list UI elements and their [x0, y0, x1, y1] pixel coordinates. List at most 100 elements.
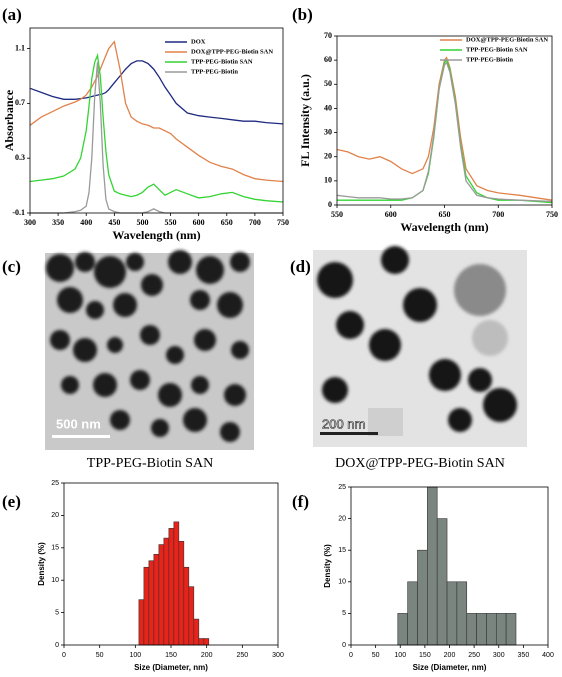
bar: [188, 586, 195, 646]
legend-label: DOX@TPP-PEG-Biotin SAN: [466, 36, 548, 43]
bar: [505, 613, 517, 646]
y-tick-label: -0.1: [12, 208, 25, 217]
x-tick-label: 150: [419, 652, 431, 659]
series-line: [29, 52, 284, 203]
x-tick-label: 500: [136, 218, 148, 227]
bar: [486, 613, 497, 646]
bar: [446, 581, 458, 646]
bar: [427, 486, 438, 646]
y-tick-label: 25: [51, 480, 59, 487]
legend-label: TPP-PEG-Biotin SAN: [466, 46, 528, 53]
y-tick-label: 50: [324, 79, 332, 88]
x-tick-label: 100: [129, 652, 141, 659]
y-axis-title: Density (%): [323, 544, 332, 588]
legend-label: TPP-PEG-Biotin: [191, 68, 238, 75]
micrograph-d: [313, 246, 527, 447]
legend-label: TPP-PEG-Biotin: [466, 56, 513, 63]
panel-label: (a): [2, 5, 22, 24]
scale-bar-label: 500 nm: [56, 416, 101, 431]
x-tick-label: 650: [221, 218, 233, 227]
y-tick-label: 15: [338, 547, 346, 554]
series-line: [30, 62, 283, 214]
x-tick-label: 300: [272, 652, 284, 659]
bar: [407, 581, 418, 646]
scale-bar-label: 200 nm: [322, 416, 365, 431]
series-line: [29, 60, 284, 125]
x-tick-label: 50: [372, 652, 380, 659]
x-tick-label: 200: [201, 652, 213, 659]
x-tick-label: 150: [165, 652, 177, 659]
bar: [173, 521, 180, 646]
bar: [138, 599, 145, 646]
x-tick-label: 300: [24, 218, 36, 227]
panel-label: (e): [2, 492, 21, 511]
bar: [168, 528, 175, 646]
series-line: [29, 40, 284, 183]
y-tick-label: 10: [51, 577, 59, 584]
x-axis-title: Wavelength (nm): [112, 228, 200, 242]
bar: [203, 638, 210, 646]
bar: [158, 544, 165, 646]
x-axis-title: Size (Diameter, nm): [413, 663, 487, 672]
legend-label: DOX: [191, 38, 206, 45]
bar: [397, 613, 408, 646]
y-tick-label: 25: [338, 484, 346, 491]
bar: [163, 537, 170, 646]
y-axis-title: Absorbance: [2, 89, 16, 151]
bar: [495, 613, 507, 646]
y-tick-label: 5: [55, 609, 59, 616]
x-tick-label: 50: [96, 652, 104, 659]
bar: [193, 618, 200, 646]
y-tick-label: 0.7: [15, 98, 25, 107]
bar: [476, 613, 487, 646]
bar: [143, 566, 150, 646]
y-tick-label: 0: [55, 642, 59, 649]
x-tick-label: 200: [444, 652, 456, 659]
y-tick-label: 20: [338, 515, 346, 522]
x-tick-label: 250: [236, 652, 248, 659]
y-axis-title: FL Intensity (a.u.): [298, 74, 312, 167]
x-tick-label: 100: [394, 652, 406, 659]
micrograph-c: [45, 250, 254, 450]
x-tick-label: 750: [277, 218, 289, 227]
series-line: [336, 61, 553, 203]
y-tick-label: 60: [324, 55, 332, 64]
y-tick-label: 10: [324, 176, 332, 185]
x-tick-label: 0: [349, 652, 353, 659]
panel-label: (c): [2, 257, 21, 276]
y-tick-label: 10: [338, 579, 346, 586]
x-tick-label: 400: [542, 652, 554, 659]
panel-label: (d): [290, 257, 311, 276]
y-tick-label: 40: [324, 103, 332, 112]
x-tick-label: 550: [165, 218, 177, 227]
image-caption: DOX@TPP-PEG-Biotin SAN: [335, 456, 505, 471]
x-tick-label: 600: [385, 210, 397, 219]
x-tick-label: 350: [518, 652, 530, 659]
x-tick-label: 700: [249, 218, 261, 227]
bar: [198, 638, 205, 646]
panel-label: (f): [292, 492, 309, 511]
legend-label: DOX@TPP-PEG-Biotin SAN: [191, 48, 273, 55]
legend-label: TPP-PEG-Biotin SAN: [191, 58, 253, 65]
x-tick-label: 0: [62, 652, 66, 659]
y-tick-label: 1.1: [15, 43, 25, 52]
panel-label: (b): [292, 5, 313, 24]
y-tick-label: 0: [328, 200, 332, 209]
y-tick-label: 20: [51, 512, 59, 519]
bar: [466, 613, 477, 646]
y-tick-label: 0.3: [15, 153, 25, 162]
y-tick-label: 15: [51, 545, 59, 552]
image-caption: TPP-PEG-Biotin SAN: [87, 456, 213, 471]
x-tick-label: 550: [331, 210, 343, 219]
y-tick-label: 70: [324, 31, 332, 40]
y-tick-label: 0: [342, 642, 346, 649]
x-tick-label: 400: [80, 218, 92, 227]
x-tick-label: 350: [52, 218, 64, 227]
bar: [148, 560, 155, 646]
x-axis-title: Wavelength (nm): [400, 220, 488, 234]
y-tick-label: 5: [342, 610, 346, 617]
bar: [456, 581, 468, 646]
y-tick-label: 20: [324, 152, 332, 161]
series-line: [336, 56, 553, 201]
